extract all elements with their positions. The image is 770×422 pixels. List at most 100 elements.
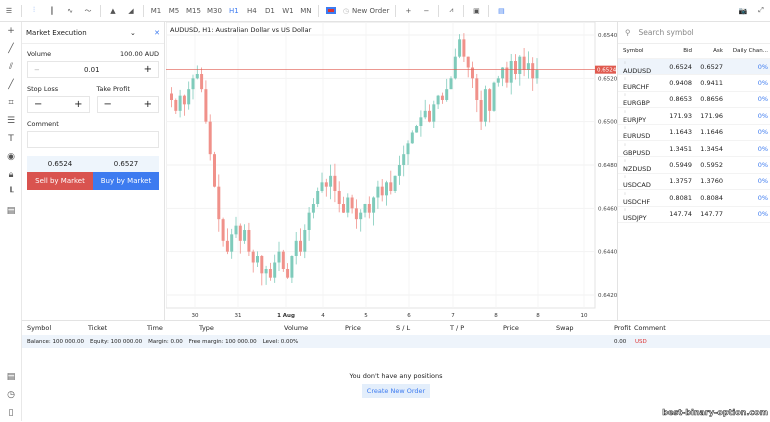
screenshot-icon[interactable]: 📷 xyxy=(738,6,748,15)
new-order-button[interactable]: ◷ New Order xyxy=(342,6,390,15)
watch-row[interactable]: ◦ EURGBP 0.8653 0.8656 0% xyxy=(618,91,770,109)
mountain-icon[interactable]: ▲ xyxy=(110,6,116,15)
candle xyxy=(342,204,345,213)
chart-canvas[interactable]: 0.6540 0.6520 0.6500 0.6480 0.6460 0.6440 0.64… xyxy=(165,21,618,320)
menu-icon[interactable]: ☰ xyxy=(5,6,13,15)
col-price[interactable]: Price xyxy=(345,324,361,332)
col-ask[interactable]: Ask xyxy=(713,48,723,54)
rectangle-icon[interactable]: ⌗ xyxy=(8,98,14,108)
timeframe-H1[interactable]: H1 xyxy=(229,6,239,15)
timeframe-MN[interactable]: MN xyxy=(300,6,312,15)
y-tick: 0.6520 xyxy=(598,76,617,82)
volume-minus[interactable]: − xyxy=(34,65,40,74)
col-sl[interactable]: S / L xyxy=(396,324,411,332)
col-change[interactable]: Daily Chan... xyxy=(732,48,768,54)
candle xyxy=(170,93,173,100)
zoom-out-button[interactable]: − xyxy=(423,6,430,15)
col-type[interactable]: Type xyxy=(199,324,214,332)
comment-input[interactable] xyxy=(27,131,159,148)
order-type-select[interactable]: Market Execution xyxy=(26,28,87,37)
clock-icon: ◷ xyxy=(342,6,350,15)
calendar-icon[interactable]: ▣ xyxy=(473,6,480,15)
trendline-icon[interactable]: ╱ xyxy=(8,44,14,54)
col-symbol[interactable]: Symbol xyxy=(623,48,644,54)
candle xyxy=(290,256,294,278)
col-profit[interactable]: Profit xyxy=(614,324,631,332)
col-tp[interactable]: T / P xyxy=(450,324,465,332)
smooth-line-icon[interactable]: 〜 xyxy=(84,6,92,15)
indicators-icon[interactable]: ⩘ xyxy=(449,6,454,14)
col-bid[interactable]: Bid xyxy=(683,48,692,54)
sl-minus[interactable]: − xyxy=(34,99,43,110)
timeframe-M5[interactable]: M5 xyxy=(168,6,180,15)
ask-price: 0.6527 xyxy=(113,160,139,168)
timeframe-M15[interactable]: M15 xyxy=(186,6,201,15)
candle xyxy=(449,78,453,90)
volume-input[interactable]: 0.01 xyxy=(83,65,100,74)
comment-label: Comment xyxy=(27,120,59,128)
watch-row[interactable]: ◦ AUDUSD 0.6524 0.6527 0% xyxy=(618,59,770,76)
eye-icon[interactable]: ◉ xyxy=(7,152,15,162)
candlestick-icon[interactable]: ┃ xyxy=(49,6,55,15)
col-comment[interactable]: Comment xyxy=(634,324,666,332)
search-box[interactable]: ⚲ Search symbol xyxy=(618,22,770,44)
crosshair-icon[interactable]: + xyxy=(7,26,15,36)
ray-icon[interactable]: ╱ xyxy=(8,80,14,90)
col-symbol[interactable]: Symbol xyxy=(27,324,52,332)
col-volume[interactable]: Volume xyxy=(284,324,309,332)
journal-icon[interactable]: ▯ xyxy=(8,408,14,418)
timeframe-W1[interactable]: W1 xyxy=(282,6,294,15)
flag-icon[interactable] xyxy=(322,0,340,22)
lock-icon[interactable]: 🔒︎ xyxy=(8,170,14,180)
fibonacci-icon[interactable]: ☰ xyxy=(6,116,16,126)
timeframe-D1[interactable]: D1 xyxy=(264,6,275,15)
tree-icon[interactable]: ┖ xyxy=(8,188,14,198)
history-icon[interactable]: ◷ xyxy=(7,390,15,400)
price-chart[interactable]: AUDUSD, H1: Australian Dollar vs US Doll… xyxy=(165,21,618,320)
volume-stepper[interactable]: − 0.01 + xyxy=(27,61,159,78)
watch-row[interactable]: ◦ EURJPY 171.93 171.96 0% xyxy=(618,108,770,125)
watch-row[interactable]: ◦ USDCHF 0.8081 0.8084 0% xyxy=(618,189,770,207)
text-icon[interactable]: T xyxy=(8,134,14,144)
col-ticket[interactable]: Ticket xyxy=(88,324,108,332)
positions-icon[interactable]: ▤ xyxy=(6,372,16,382)
ask: 0.9411 xyxy=(700,79,723,88)
candle xyxy=(264,269,268,274)
watch-row[interactable]: ◦ USDCAD 1.3757 1.3760 0% xyxy=(618,173,770,191)
zoom-in-button[interactable]: + xyxy=(405,6,412,15)
watch-row[interactable]: ◦ USDJPY 147.74 147.77 0% xyxy=(618,206,770,223)
take-profit-stepper[interactable]: − + xyxy=(96,96,159,113)
watch-row[interactable]: ◦ EURCHF 0.9408 0.9411 0% xyxy=(618,75,770,92)
volume-plus[interactable]: + xyxy=(143,64,152,75)
bar-chart-icon[interactable]: ⫶ xyxy=(33,6,35,14)
layers-icon[interactable]: ▤ xyxy=(6,206,16,216)
timeframe-M1[interactable]: M1 xyxy=(150,6,162,15)
watch-row[interactable]: ◦ EURUSD 1.1643 1.1646 0% xyxy=(618,124,770,141)
create-order-button[interactable]: Create New Order xyxy=(361,384,431,398)
tp-plus[interactable]: + xyxy=(143,99,152,110)
col-swap[interactable]: Swap xyxy=(556,324,574,332)
layout-icon[interactable]: ▤ xyxy=(498,6,505,15)
current-price-tag xyxy=(595,65,616,74)
tp-minus[interactable]: − xyxy=(103,99,112,110)
watch-row[interactable]: ◦ GBPUSD 1.3451 1.3454 0% xyxy=(618,141,770,158)
watch-row[interactable]: ◦ NZDUSD 0.5949 0.5952 0% xyxy=(618,157,770,174)
channel-icon[interactable]: ⫽ xyxy=(8,62,13,72)
chevron-down-icon[interactable]: ⌄ xyxy=(130,28,136,37)
stop-loss-stepper[interactable]: − + xyxy=(27,96,90,113)
close-icon[interactable]: ✕ xyxy=(154,28,160,37)
candle xyxy=(393,175,397,191)
col-price[interactable]: Price xyxy=(503,324,519,332)
col-time[interactable]: Time xyxy=(147,324,163,332)
timeframe-H4[interactable]: H4 xyxy=(247,6,257,15)
take-profit-label: Take Profit xyxy=(96,85,130,93)
timeframe-M30[interactable]: M30 xyxy=(206,6,222,15)
sl-plus[interactable]: + xyxy=(74,99,83,110)
area-icon[interactable]: ◢ xyxy=(128,6,134,15)
symbol: ◦ USDCHF xyxy=(623,189,651,206)
line-chart-icon[interactable]: ∿ xyxy=(67,6,73,15)
fullscreen-icon[interactable]: ⤢ xyxy=(758,6,764,14)
buy-button[interactable]: Buy by Market xyxy=(93,172,159,190)
search-input[interactable]: Search symbol xyxy=(638,28,694,37)
sell-button[interactable]: Sell by Market xyxy=(27,172,93,190)
